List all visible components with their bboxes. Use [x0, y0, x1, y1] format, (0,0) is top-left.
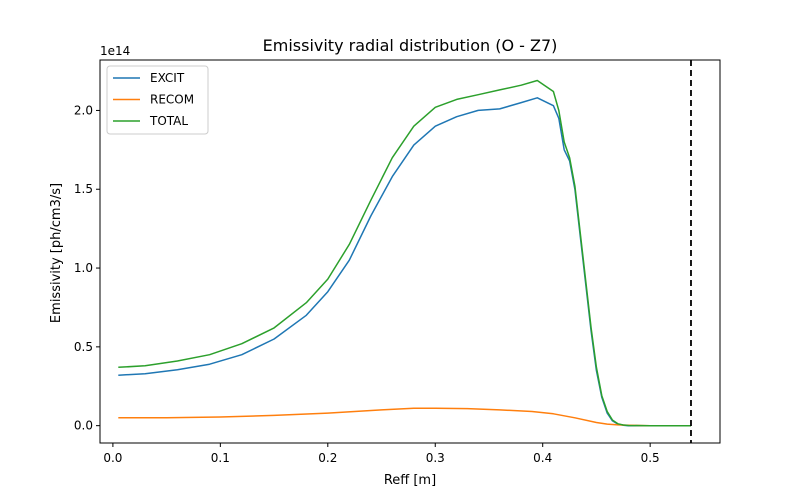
- legend-label: EXCIT: [150, 71, 185, 85]
- legend-label: RECOM: [150, 93, 194, 107]
- chart-title: Emissivity radial distribution (O - Z7): [263, 36, 558, 55]
- x-axis: 0.0 0.1 0.2 0.3 0.4 0.5: [103, 443, 660, 465]
- x-tick-label: 0.4: [533, 451, 552, 465]
- series-line-excit: [118, 97, 691, 427]
- x-tick-label: 0.1: [211, 451, 230, 465]
- legend-label: TOTAL: [149, 114, 188, 128]
- y-tick-label: 1.5: [74, 182, 93, 196]
- plot-area: [118, 60, 692, 443]
- x-tick-label: 0.0: [103, 451, 122, 465]
- y-axis-label: Emissivity [ph/cm3/s]: [49, 183, 64, 323]
- y-tick-label: 0.5: [74, 340, 93, 354]
- x-tick-label: 0.5: [641, 451, 660, 465]
- x-tick-label: 0.2: [318, 451, 337, 465]
- y-offset-label: 1e14: [100, 44, 130, 58]
- y-tick-label: 2.0: [74, 103, 93, 117]
- axes-frame: [99, 59, 721, 444]
- x-tick-label: 0.3: [426, 451, 445, 465]
- y-axis: 0.0 0.5 1.0 1.5 2.0: [74, 103, 100, 433]
- x-axis-label: Reff [m]: [384, 473, 436, 488]
- series-line-recom: [118, 407, 691, 427]
- legend-box: [106, 65, 209, 135]
- y-tick-label: 1.0: [74, 261, 93, 275]
- y-tick-label: 0.0: [74, 419, 93, 433]
- legend: EXCIT RECOM TOTAL: [106, 65, 209, 135]
- series-line-total: [118, 79, 691, 427]
